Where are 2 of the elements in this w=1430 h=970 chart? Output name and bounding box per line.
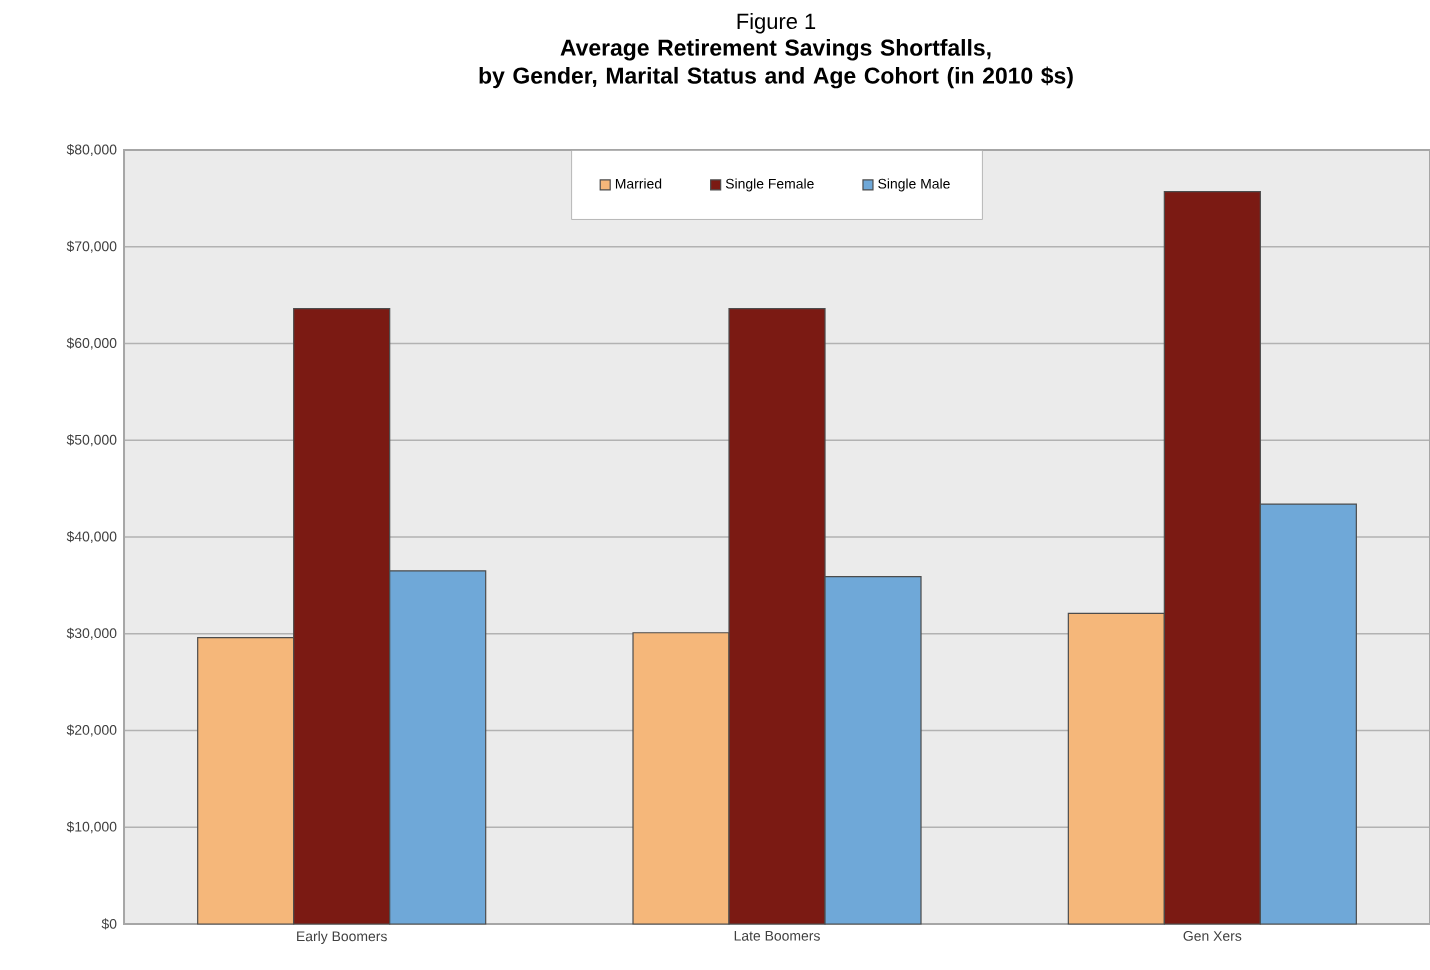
chart-title: Figure 1 — [737, 13, 816, 34]
chart-subtitle: Average Retirement Savings Shortfalls, by Gender, Marital Status and Age Cohort (in 2010 $s) — [479, 39, 1073, 89]
